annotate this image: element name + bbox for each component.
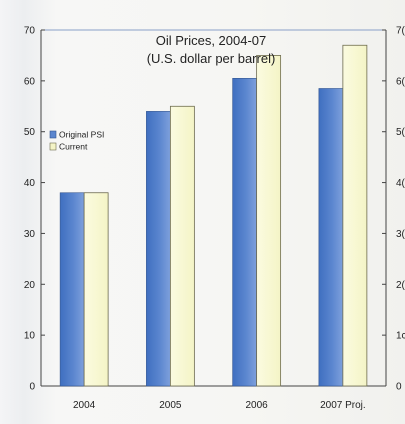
y-tick-label-left: 30 — [24, 229, 36, 240]
y-tick-label-right: 6( — [396, 76, 405, 87]
legend-label-current: Current — [59, 142, 88, 152]
bar-original-psi — [232, 78, 257, 387]
y-tick-label-right: 0 — [396, 382, 402, 393]
x-category-label: 2004 — [73, 400, 96, 411]
x-category-label: 2005 — [159, 400, 182, 411]
y-tick-label-right: 4( — [396, 178, 405, 189]
y-tick-label-left: 70 — [24, 26, 36, 37]
bar-current — [342, 44, 368, 387]
y-tick-label-right: 3( — [396, 229, 405, 240]
legend-swatch-current — [49, 142, 57, 151]
y-tick-label-left: 0 — [29, 382, 35, 393]
y-tick-label-right: 1c — [396, 331, 405, 342]
legend-label-original-psi: Original PSI — [59, 130, 104, 140]
y-tick-label-left: 20 — [24, 280, 36, 291]
chart-subtitle: (U.S. dollar per barrel) — [147, 51, 276, 66]
x-category-label: 2006 — [246, 400, 269, 411]
chart-title: Oil Prices, 2004-07 — [156, 33, 267, 48]
bar-current — [83, 192, 109, 387]
bar-original-psi — [318, 88, 344, 387]
y-tick-label-left: 40 — [24, 178, 36, 189]
bar-original-psi — [146, 111, 171, 387]
y-tick-label-left: 10 — [24, 331, 36, 342]
y-tick-label-left: 60 — [24, 76, 36, 87]
legend-swatch-original-psi — [49, 130, 57, 139]
bar-current — [169, 105, 195, 387]
y-tick-label-right: 5( — [396, 127, 405, 138]
bar-original-psi — [59, 192, 85, 387]
x-category-label: 2007 Proj. — [320, 400, 366, 411]
y-tick-label-right: 2( — [396, 280, 405, 291]
y-tick-label-right: 7( — [396, 26, 405, 37]
y-tick-label-left: 50 — [24, 127, 36, 138]
bar-current — [256, 55, 282, 387]
